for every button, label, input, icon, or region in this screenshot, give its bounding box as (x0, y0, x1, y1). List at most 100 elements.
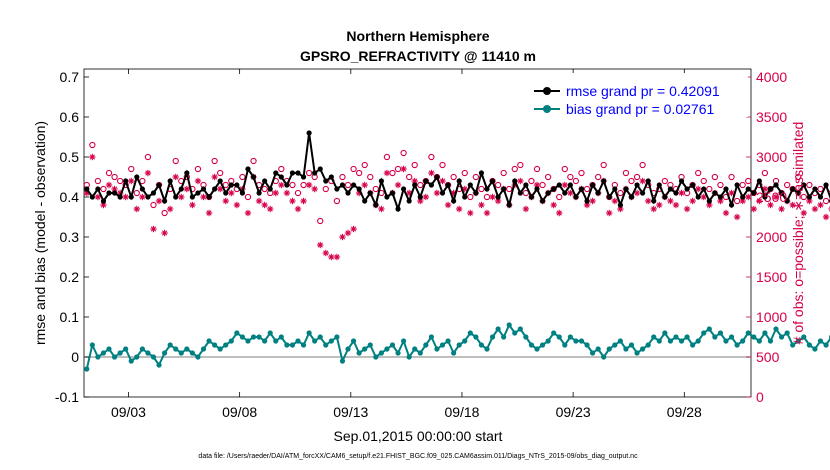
bias-point (111, 354, 118, 360)
obs-possible-point (150, 201, 157, 209)
rmse-point (673, 190, 679, 196)
obs-possible-point (133, 189, 140, 197)
rmse-point (189, 194, 195, 200)
bias-point (328, 338, 334, 344)
obs-assimilated-point (133, 205, 141, 213)
rmse-point (762, 194, 768, 200)
obs-assimilated-point (639, 177, 646, 185)
rmse-point (150, 190, 157, 196)
rmse-point (578, 186, 585, 192)
obs-assimilated-point (161, 229, 168, 237)
rmse-point (161, 198, 168, 204)
right-y-axis: 0 500 1000 1500 2000 2500 3000 3500 4000 (746, 69, 787, 405)
rmse-point (106, 190, 112, 196)
rmse-point (89, 194, 95, 200)
left-tick-label: 0.3 (60, 229, 80, 245)
bias-point (506, 322, 512, 328)
x-tick-label: 09/03 (111, 404, 146, 420)
obs-assimilated-point (606, 209, 613, 217)
obs-assimilated-point (317, 241, 324, 249)
bias-point (401, 338, 407, 344)
rmse-point (723, 186, 729, 192)
rmse-point (584, 198, 590, 204)
obs-assimilated-point (583, 201, 591, 209)
right-tick-label: 500 (756, 349, 780, 365)
obs-assimilated-point (817, 201, 824, 209)
rmse-point (678, 178, 685, 184)
rmse-point (539, 198, 546, 204)
rmse-point (389, 190, 396, 196)
rmse-point (345, 190, 351, 196)
obs-possible-point (406, 173, 413, 181)
obs-assimilated-point (122, 193, 129, 201)
bias-point (395, 350, 401, 356)
obs-possible-point (361, 161, 368, 169)
obs-assimilated-point (105, 181, 113, 189)
rmse-point (217, 178, 223, 184)
left-tick-label: 0.1 (60, 309, 80, 325)
bias-point (523, 334, 529, 340)
bias-point (434, 346, 440, 352)
rmse-point (350, 182, 357, 188)
obs-assimilated-point (294, 205, 302, 213)
bias-point (289, 342, 296, 348)
obs-possible-point (544, 173, 552, 181)
rmse-point (145, 194, 151, 200)
bias-point (645, 342, 651, 348)
bias-point (539, 342, 546, 348)
rmse-point (706, 198, 712, 204)
bias-point (373, 354, 379, 360)
legend-rmse-marker (543, 87, 551, 95)
rmse-point (184, 170, 190, 176)
obs-assimilated-point (672, 201, 680, 209)
obs-possible-point (745, 177, 752, 185)
obs-possible-point (172, 157, 179, 165)
rmse-point (178, 186, 184, 192)
bias-point (117, 350, 123, 356)
rmse-point (623, 186, 629, 192)
obs-assimilated-point (261, 201, 268, 209)
rmse-point (756, 178, 762, 184)
rmse-point (628, 194, 635, 200)
obs-assimilated-point (328, 253, 335, 261)
obs-possible-point (317, 217, 324, 225)
bias-point (589, 350, 596, 356)
rmse-point (395, 206, 401, 212)
rmse-point (317, 166, 323, 172)
obs-possible-point (128, 165, 135, 173)
left-tick-label: 0.6 (60, 109, 80, 125)
obs-assimilated-point (767, 201, 774, 209)
rmse-point (401, 186, 407, 192)
obs-possible-point (217, 169, 224, 177)
rmse-point (567, 182, 573, 188)
rmse-point (367, 190, 373, 196)
obs-assimilated-point (789, 201, 796, 209)
rmse-point (556, 182, 562, 188)
obs-possible-point (795, 173, 802, 181)
obs-possible-point (439, 161, 446, 169)
obs-possible-point (294, 189, 302, 197)
obs-possible-point (517, 161, 524, 169)
rmse-point (801, 182, 807, 188)
obs-possible-point (528, 177, 535, 185)
rmse-point (356, 186, 362, 192)
left-tick-label: 0 (71, 349, 79, 365)
rmse-point (412, 182, 418, 188)
rmse-point (795, 190, 801, 196)
bias-point (606, 346, 612, 352)
obs-assimilated-point (383, 169, 391, 177)
obs-assimilated-point (178, 193, 185, 201)
obs-assimilated-point (155, 197, 163, 205)
obs-possible-point (194, 165, 202, 173)
rmse-point (362, 198, 368, 204)
bias-point (462, 338, 468, 344)
obs-assimilated-point (144, 169, 152, 177)
obs-assimilated-point (300, 197, 307, 205)
obs-assimilated-point (433, 189, 441, 197)
bias-point (389, 342, 396, 348)
obs-assimilated-point (200, 193, 207, 201)
obs-assimilated-point (700, 193, 707, 201)
bias-point (528, 342, 535, 348)
rmse-point (334, 186, 340, 192)
bias-point (234, 330, 240, 336)
